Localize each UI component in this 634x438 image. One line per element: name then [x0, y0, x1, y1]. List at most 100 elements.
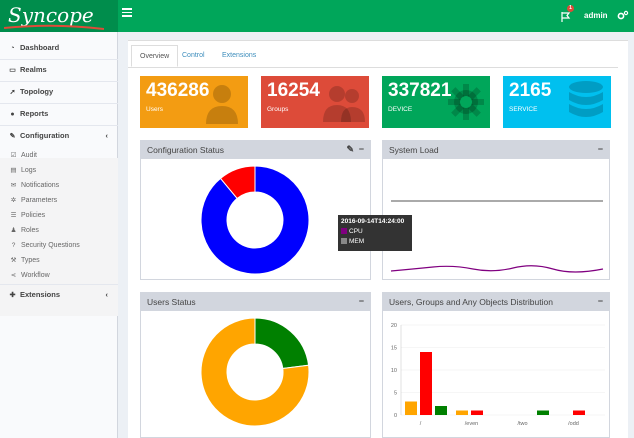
- sidebar-subitem-roles[interactable]: ♟ Roles: [0, 223, 118, 238]
- y-tick-label: 15: [391, 346, 397, 352]
- gears-icon[interactable]: [617, 10, 629, 20]
- mem-swatch: [341, 238, 347, 245]
- sidebar-toggle-icon[interactable]: [122, 8, 132, 17]
- bar-/-1: [420, 352, 432, 415]
- envelope-icon: ✉: [10, 182, 17, 189]
- y-tick-label: 10: [391, 368, 397, 374]
- sidebar-subitem-types[interactable]: ⚒ Types: [0, 253, 118, 268]
- x-tick-label: /two: [517, 421, 527, 427]
- configuration-status-box: Configuration Status ✎ −: [140, 140, 371, 280]
- bar-/even-1: [471, 410, 483, 415]
- service-tile[interactable]: 2165 SERVICE: [503, 76, 611, 128]
- group-icon: [323, 86, 365, 122]
- tab-overview[interactable]: Overview: [131, 45, 179, 67]
- question-icon: ?: [11, 242, 16, 249]
- box-title: System Load: [389, 145, 439, 155]
- share-icon: ⋖: [10, 272, 17, 279]
- dashboard-icon: ◔: [10, 45, 15, 52]
- cog-icon: [448, 84, 484, 120]
- sidebar: ◔ Dashboard ▭ Realms ➚ Topology ● Reports ✎ C…: [0, 32, 118, 438]
- bar-/-0: [405, 401, 417, 415]
- pie-slice-1: [219, 165, 256, 200]
- x-tick-label: /: [420, 421, 422, 427]
- sidebar-item-reports[interactable]: ● Reports: [0, 103, 118, 125]
- wrench-icon: ⚒: [10, 257, 17, 264]
- users-label: Users: [146, 106, 163, 113]
- users-status-chart: [200, 317, 310, 427]
- sidebar-item-realms[interactable]: ▭ Realms: [0, 59, 118, 81]
- sidebar-subitem-logs[interactable]: ▤ Logs: [0, 163, 118, 178]
- device-tile[interactable]: 337821 DEVICE: [382, 76, 490, 128]
- cog-icon: ✲: [10, 197, 17, 204]
- users-count: 436286: [146, 80, 210, 101]
- cpu-series-line: [390, 265, 604, 273]
- users-status-box: Users Status −: [140, 292, 371, 438]
- wrench-icon[interactable]: ✎: [346, 144, 354, 154]
- logo-text: Syncope: [8, 3, 94, 27]
- tab-extensions[interactable]: Extensions: [222, 52, 257, 59]
- x-tick-label: /odd: [568, 421, 579, 427]
- pie-slice-0: [200, 165, 310, 275]
- chart-tooltip: 2016-09-14T14:24:00 CPU MEM: [338, 215, 412, 251]
- chevron-left-icon: ‹: [105, 131, 109, 140]
- users-icon: ♟: [10, 227, 17, 234]
- sidebar-item-dashboard[interactable]: ◔ Dashboard: [0, 37, 118, 59]
- collapse-button[interactable]: −: [597, 144, 603, 154]
- sidebar-subitem-workflow[interactable]: ⋖ Workflow: [0, 268, 118, 283]
- box-title: Users Status: [147, 297, 196, 307]
- notification-badge: 1: [567, 5, 574, 12]
- folder-icon: ▭: [9, 67, 16, 74]
- configuration-status-chart: [200, 165, 310, 275]
- user-menu[interactable]: admin: [584, 11, 608, 20]
- box-title: Configuration Status: [147, 145, 225, 155]
- device-label: DEVICE: [388, 106, 413, 113]
- x-tick-label: /even: [465, 421, 478, 427]
- collapse-button[interactable]: −: [358, 296, 364, 306]
- check-square-icon: ☑: [10, 152, 17, 159]
- distribution-box: Users, Groups and Any Objects Distributi…: [382, 292, 610, 438]
- logo-swoosh-icon: [4, 24, 104, 30]
- chevron-left-icon: ‹: [105, 290, 109, 299]
- list-icon: ☰: [10, 212, 17, 219]
- user-icon: [206, 85, 238, 124]
- pie-slice-0: [200, 317, 310, 427]
- tab-control[interactable]: Control: [182, 52, 205, 59]
- y-tick-label: 5: [394, 391, 397, 397]
- system-load-box: System Load −: [382, 140, 610, 280]
- tooltip-mem-label: MEM: [349, 238, 365, 245]
- sidebar-subitem-notifications[interactable]: ✉ Notifications: [0, 178, 118, 193]
- top-navbar: Syncope 1 admin: [0, 0, 634, 32]
- box-title: Users, Groups and Any Objects Distributi…: [389, 297, 553, 307]
- pie-icon: ●: [10, 111, 15, 118]
- database-icon: [569, 81, 603, 117]
- distribution-chart: 0 5 10 15 20 / /even/two/odd: [391, 323, 605, 427]
- sidebar-subitem-policies[interactable]: ☰ Policies: [0, 208, 118, 223]
- flag-icon[interactable]: [560, 11, 572, 23]
- file-icon: ▤: [10, 167, 17, 174]
- service-label: SERVICE: [509, 106, 538, 113]
- collapse-button[interactable]: −: [358, 144, 364, 154]
- users-tile[interactable]: 436286 Users: [140, 76, 248, 128]
- tooltip-timestamp: 2016-09-14T14:24:00: [341, 218, 405, 225]
- bar-/odd-1: [573, 410, 585, 415]
- sidebar-item-configuration[interactable]: ✎ Configuration ‹: [0, 125, 118, 147]
- sidebar-item-topology[interactable]: ➚ Topology: [0, 81, 118, 103]
- y-tick-label: 0: [394, 413, 397, 419]
- sidebar-subitem-audit[interactable]: ☑ Audit: [0, 148, 118, 163]
- collapse-button[interactable]: −: [597, 296, 603, 306]
- bar-/-2: [435, 406, 447, 415]
- tooltip-cpu-label: CPU: [349, 228, 363, 235]
- sidebar-subitem-parameters[interactable]: ✲ Parameters: [0, 193, 118, 208]
- device-count: 337821: [388, 80, 452, 101]
- logo[interactable]: Syncope: [0, 0, 118, 32]
- edit-icon: ✎: [9, 133, 16, 140]
- pie-slice-1: [254, 317, 310, 370]
- groups-tile[interactable]: 16254 Groups: [261, 76, 369, 128]
- y-tick-label: 20: [391, 323, 397, 329]
- service-count: 2165: [509, 80, 552, 101]
- bar-/even-0: [456, 410, 468, 415]
- sidebar-subitem-security-questions[interactable]: ? Security Questions: [0, 238, 118, 253]
- cpu-swatch: [341, 228, 347, 235]
- system-load-chart: [390, 200, 604, 273]
- sidebar-item-extensions[interactable]: ✚ Extensions ‹: [0, 284, 118, 306]
